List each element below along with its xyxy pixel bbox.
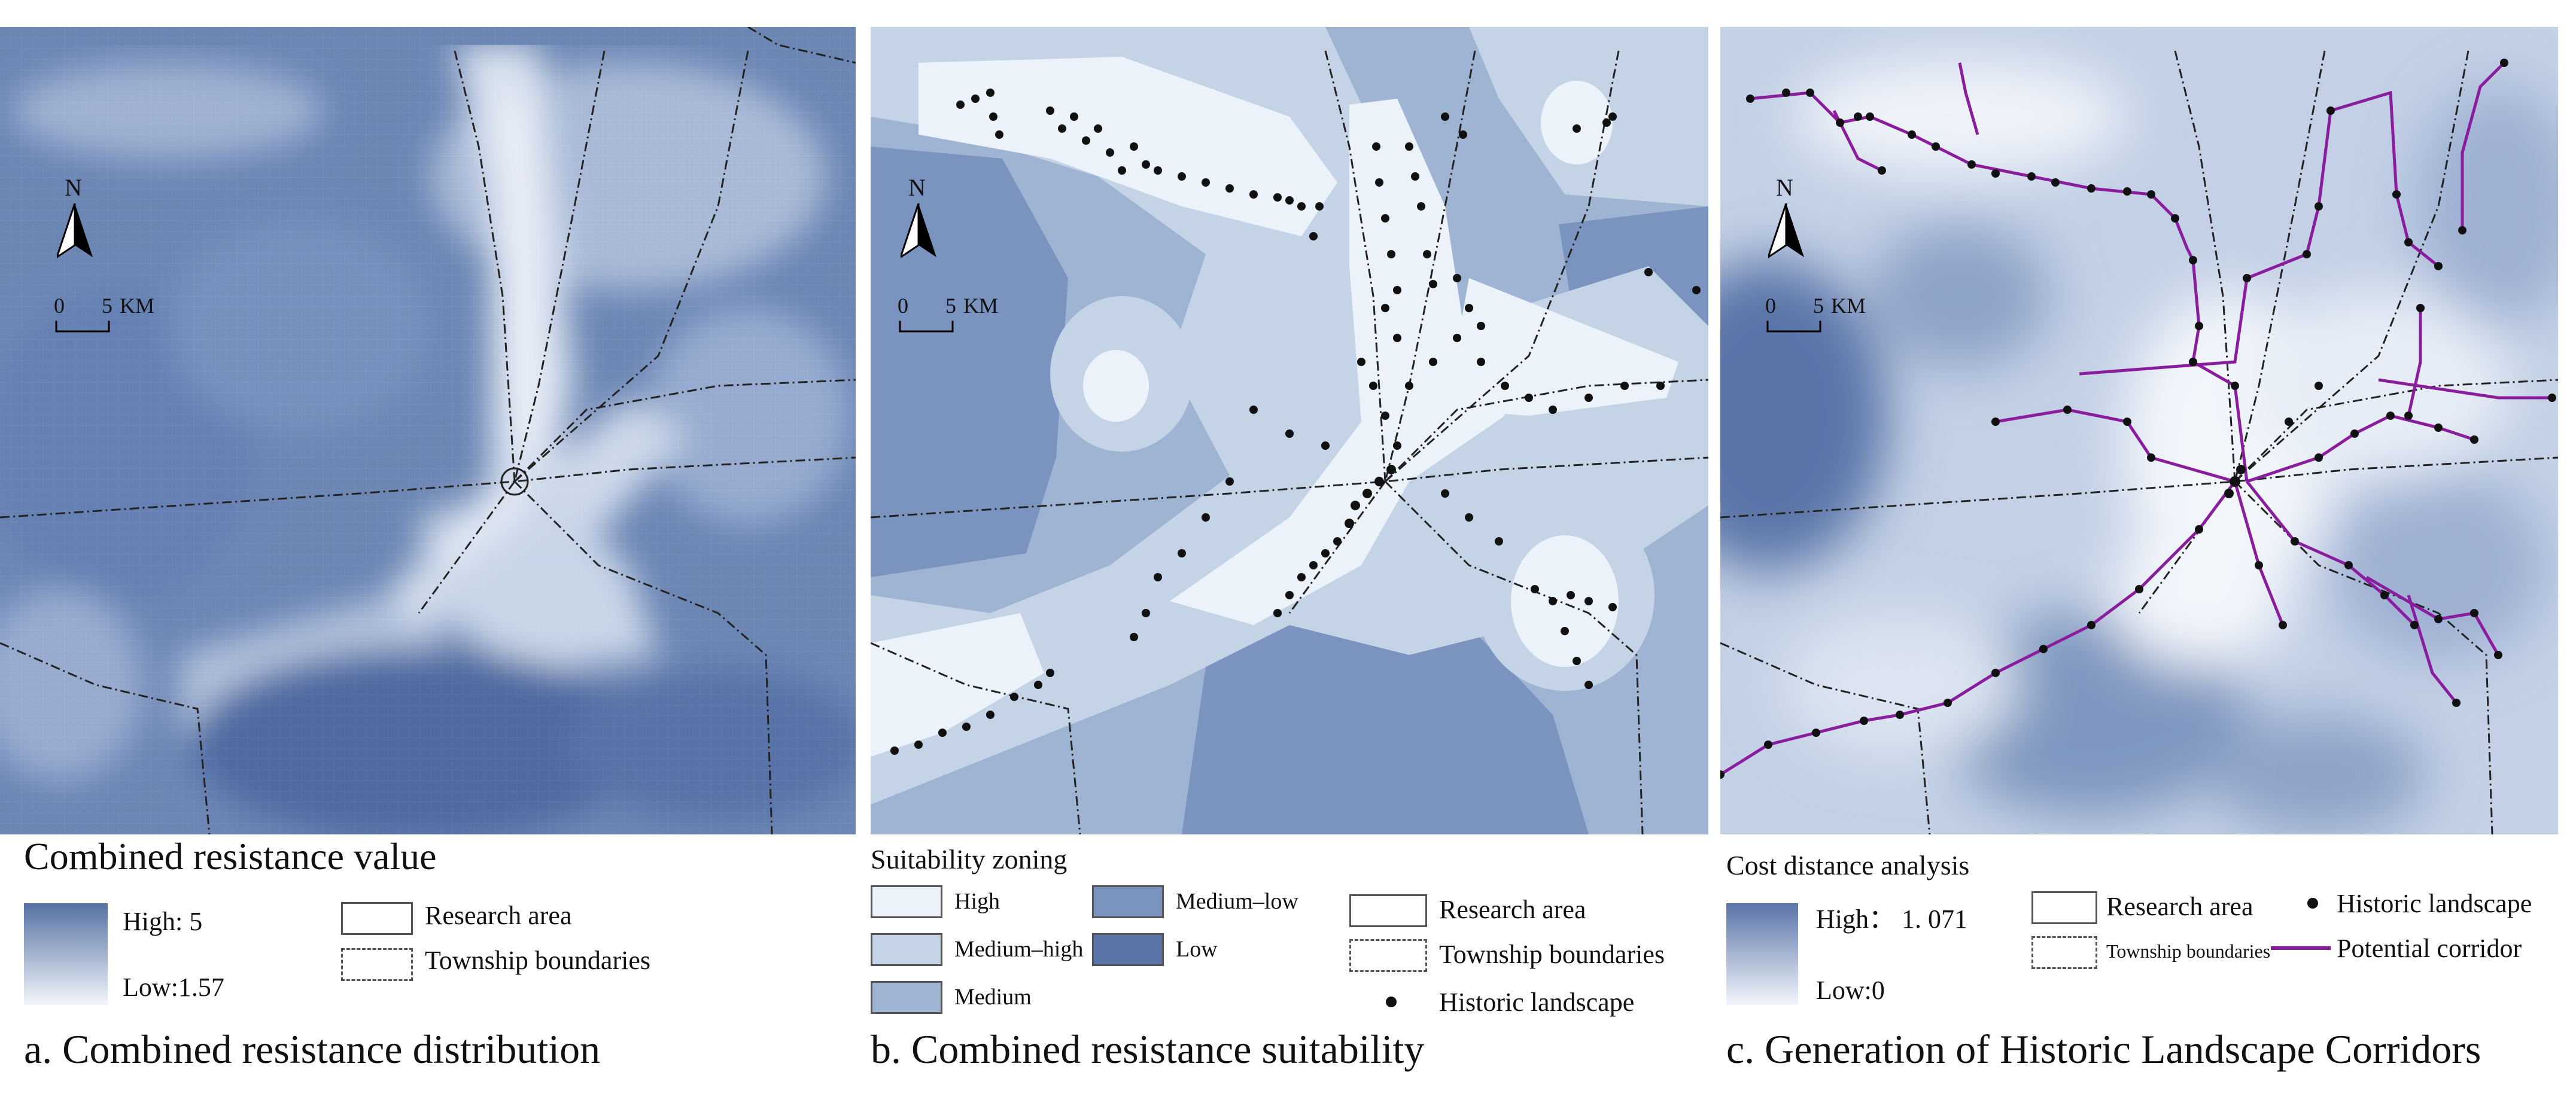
historic-landscape-points-c xyxy=(1720,59,2556,779)
historic-point-swatch-c xyxy=(2307,898,2318,909)
legend-title-b: Suitability zoning xyxy=(871,844,1067,874)
caption-c: c. Generation of Historic Landscape Corr… xyxy=(1726,1026,2481,1072)
north-label-c: N xyxy=(1776,174,1793,201)
township-swatch-a xyxy=(341,948,413,981)
label-medium: Medium xyxy=(954,985,1032,1010)
north-label-b: N xyxy=(908,174,926,201)
swatch-high xyxy=(871,885,942,918)
scale-bar-line-b xyxy=(899,321,954,333)
corridor-label-c: Potential corridor xyxy=(2337,934,2522,963)
scale-unit-b: KM xyxy=(963,294,999,318)
caption-b: b. Combined resistance suitability xyxy=(871,1026,1425,1072)
scale-five-a: 5 xyxy=(102,294,112,318)
map-a-combined-resistance xyxy=(0,27,856,834)
swatch-medium-low xyxy=(1092,885,1164,918)
north-arrow-a: N xyxy=(54,173,126,281)
gradient-swatch-a xyxy=(24,903,108,1005)
historic-label-c: Historic landscape xyxy=(2337,889,2532,918)
north-arrow-icon xyxy=(901,203,936,258)
scale-unit-c: KM xyxy=(1831,294,1866,318)
research-area-label-b: Research area xyxy=(1439,895,1586,924)
caption-a: a. Combined resistance distribution xyxy=(24,1026,601,1072)
north-arrow-icon xyxy=(57,203,93,258)
township-swatch-b xyxy=(1349,939,1427,972)
legend-low-a: Low:1.57 xyxy=(123,973,224,1002)
map-a-township-boundaries xyxy=(0,27,856,834)
township-label-c: Township boundaries xyxy=(2106,940,2271,962)
north-arrow-b: N xyxy=(898,173,969,281)
township-swatch-c xyxy=(2031,936,2097,969)
swatch-medium-high xyxy=(871,933,942,966)
scale-bar-line-a xyxy=(55,321,110,333)
legend-low-c: Low:0 xyxy=(1816,976,1885,1005)
north-arrow-icon xyxy=(1768,203,1804,258)
map-c-svg xyxy=(1720,27,2558,834)
legend-title-c: Cost distance analysis xyxy=(1726,850,1970,880)
scale-bar-a: 0 5 KM xyxy=(54,293,197,341)
north-arrow-c: N xyxy=(1765,173,1837,281)
scale-five-c: 5 xyxy=(1813,294,1824,318)
corridor-line-swatch xyxy=(2271,946,2331,950)
map-b-svg xyxy=(871,27,1708,834)
legend-high-a: High: 5 xyxy=(123,907,203,936)
research-area-label-a: Research area xyxy=(425,901,572,930)
scale-bar-line-c xyxy=(1766,321,1821,333)
swatch-medium xyxy=(871,981,942,1014)
north-label-a: N xyxy=(65,174,82,201)
research-area-label-c: Research area xyxy=(2106,892,2253,921)
map-b-suitability xyxy=(871,27,1708,834)
historic-label-b: Historic landscape xyxy=(1439,988,1635,1017)
legend-high-c: High： 1. 071 xyxy=(1816,904,1967,934)
scale-bar-c: 0 5 KM xyxy=(1765,293,1909,341)
scale-five-b: 5 xyxy=(945,294,956,318)
township-label-b: Township boundaries xyxy=(1439,940,1665,969)
zones-high xyxy=(871,57,1678,757)
research-area-swatch-a xyxy=(341,902,413,935)
scale-unit-a: KM xyxy=(120,294,155,318)
label-low: Low xyxy=(1176,937,1218,962)
research-area-swatch-b xyxy=(1349,894,1427,927)
scale-zero-c: 0 xyxy=(1765,294,1776,318)
legend-title-a: Combined resistance value xyxy=(24,835,437,877)
gradient-swatch-c xyxy=(1726,903,1798,1005)
map-a-svg xyxy=(0,27,856,834)
research-area-swatch-c xyxy=(2031,891,2097,924)
scale-bar-b: 0 5 KM xyxy=(898,293,1041,341)
potential-corridors xyxy=(1720,62,2552,776)
swatch-low xyxy=(1092,933,1164,966)
label-medium-low: Medium–low xyxy=(1176,889,1298,914)
historic-landscape-points-b xyxy=(890,89,1701,755)
township-label-a: Township boundaries xyxy=(425,946,650,975)
historic-point-swatch-b xyxy=(1386,997,1397,1007)
label-high: High xyxy=(954,889,1000,914)
label-medium-high: Medium–high xyxy=(954,937,1084,962)
scale-zero-a: 0 xyxy=(54,294,65,318)
scale-zero-b: 0 xyxy=(898,294,908,318)
map-c-cost-distance xyxy=(1720,27,2558,834)
